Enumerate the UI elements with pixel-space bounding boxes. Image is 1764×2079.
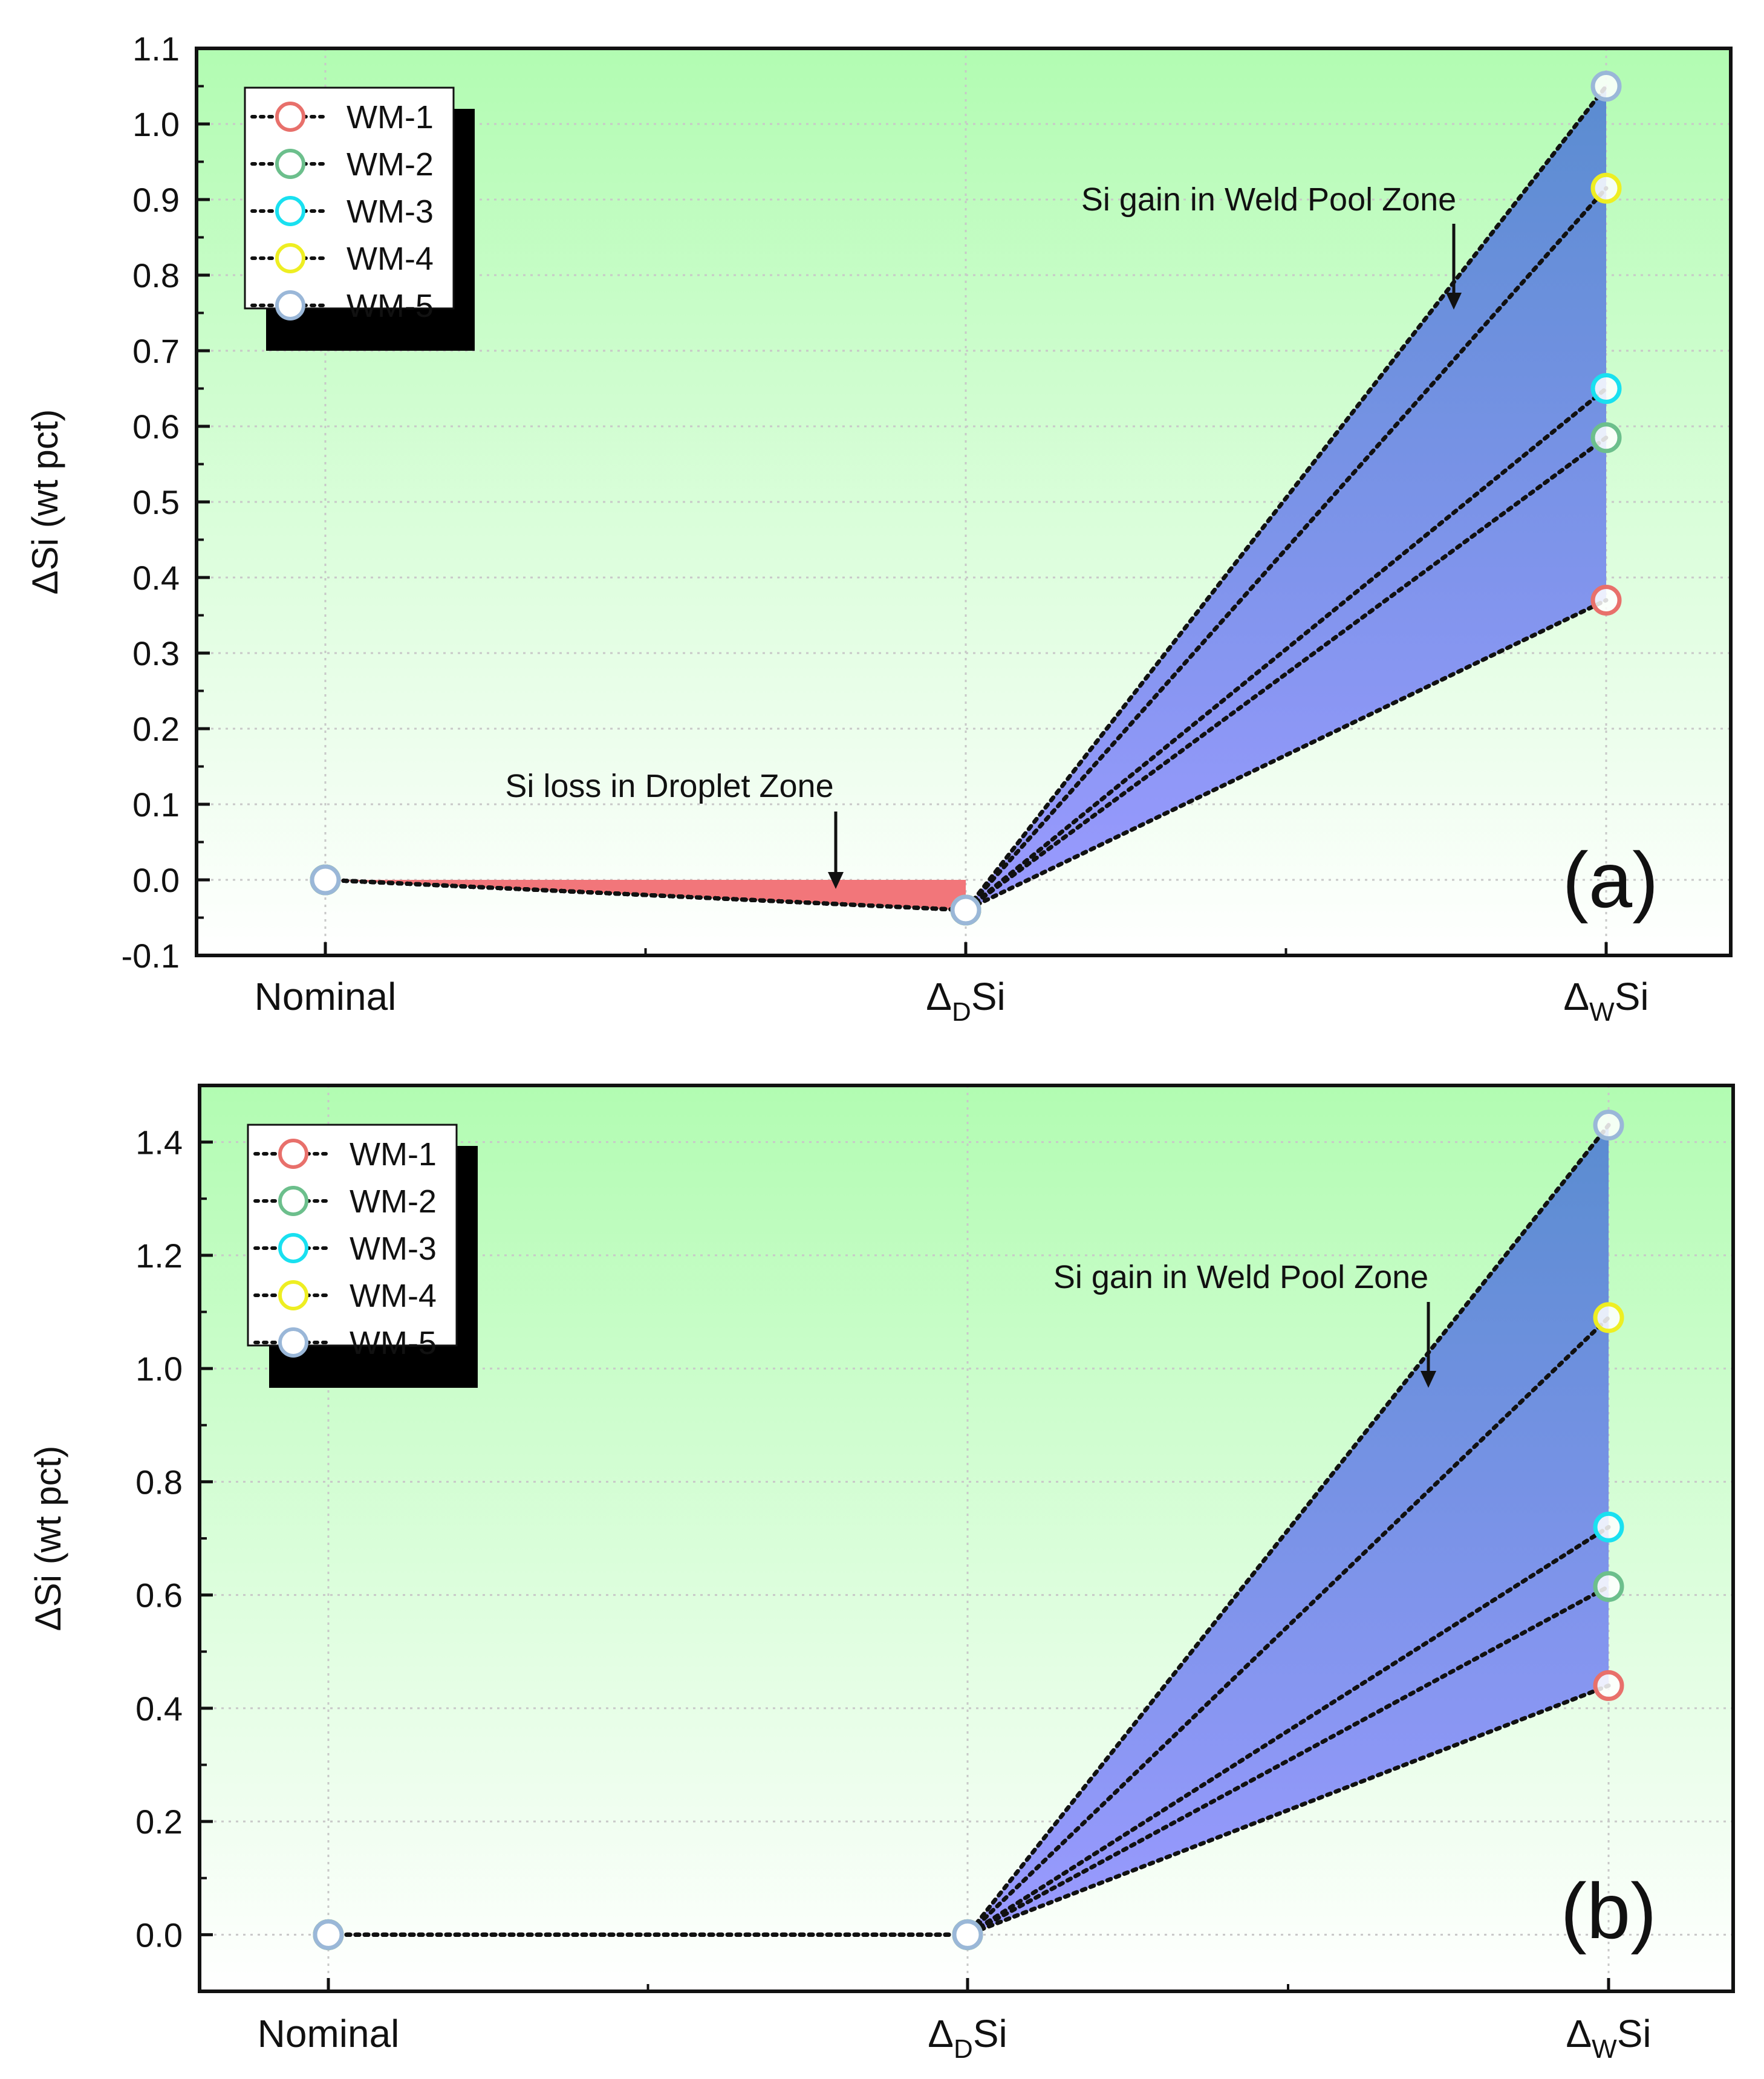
legend-marker-wm-2 [278,1186,308,1216]
legend-label-wm-1: WM-1 [347,99,434,135]
y-tick-label: -0.1 [122,937,180,975]
y-tick-label: 0.3 [132,634,180,672]
y-tick-label: 0.0 [135,1916,183,1954]
y-tick-label: 0.2 [132,710,180,748]
annotation-text: Si gain in Weld Pool Zone [1053,1259,1428,1295]
chart-panel-b: 0.0 0.2 0.4 0.6 0.8 1.0 1.2 1.4 Nominal ΔDSi ΔWSi Δ… [28,1084,1735,2064]
y-axis-title: ΔSi (wt pct) [25,409,65,595]
y-tick-label: 1.4 [135,1124,183,1162]
y-tick-label: 0.9 [132,181,180,219]
legend-marker-wm-1 [275,102,305,132]
legend-label-wm-2: WM-2 [347,146,434,183]
point-wm-1-2 [1590,585,1622,616]
legend-marker-wm-2 [275,149,305,179]
legend-label-wm-1: WM-1 [350,1136,437,1173]
legend-label-wm-3: WM-3 [350,1231,437,1267]
x-category-label: Nominal [255,975,397,1018]
point-wm-4-2 [1590,172,1622,204]
legend-marker-wm-3 [275,196,305,226]
legend-label-wm-4: WM-4 [347,241,434,277]
legend-marker-wm-4 [278,1280,308,1310]
y-tick-label: 1.2 [135,1237,183,1275]
x-category-label: ΔDSi [928,2012,1007,2064]
panel-label: (a) [1563,836,1659,924]
legend: WM-1 WM-2 WM-3 WM-4 WM-5 [244,86,475,351]
point-wm-3-2 [1590,373,1622,404]
series-line-wm-5 [323,84,1609,913]
x-category-label: ΔWSi [1563,975,1648,1027]
legend-marker-wm-1 [278,1139,308,1169]
point-wm-2-2 [1590,422,1622,454]
y-tick-label: 0.8 [135,1463,183,1501]
y-tick-label: 0.6 [135,1576,183,1615]
annotation-text: Si loss in Droplet Zone [505,768,833,804]
point-wm-2-2 [1593,1571,1624,1602]
legend-label-wm-5: WM-5 [350,1325,437,1361]
legend-marker-wm-5 [275,290,305,320]
point-wm-5-1 [950,894,981,926]
y-tick-label: 0.4 [132,559,180,597]
point-wm-3-2 [1593,1511,1624,1543]
y-tick-label: 0.5 [132,483,180,521]
x-category-label: ΔWSi [1566,2012,1651,2064]
x-category-label: ΔDSi [926,975,1005,1027]
annotation-text: Si gain in Weld Pool Zone [1081,181,1456,218]
point-wm-5-0 [310,864,341,896]
point-wm-5-1 [952,1919,983,1950]
y-axis-title: ΔSi (wt pct) [28,1446,68,1632]
y-tick-label: 0.0 [132,861,180,899]
y-tick-label: 0.2 [135,1803,183,1841]
annotation-arrow-head [1446,293,1462,310]
y-tick-label: 1.1 [132,30,180,68]
legend-label-wm-5: WM-5 [347,288,434,324]
legend-label-wm-2: WM-2 [350,1183,437,1220]
legend-marker-wm-4 [275,243,305,273]
y-tick-label: 0.7 [132,332,180,370]
y-tick-label: 1.0 [135,1350,183,1388]
legend-marker-wm-5 [278,1327,308,1358]
y-tick-label: 0.6 [132,408,180,446]
legend-label-wm-3: WM-3 [347,194,434,230]
panel-label: (b) [1561,1867,1657,1955]
point-wm-1-2 [1593,1670,1624,1701]
annotation-arrow-head [1421,1371,1436,1388]
x-category-label: Nominal [258,2012,400,2055]
point-wm-5-0 [313,1919,344,1950]
y-tick-label: 0.4 [135,1690,183,1728]
point-wm-5-2 [1593,1110,1624,1141]
y-tick-label: 0.1 [132,786,180,824]
point-wm-5-2 [1590,71,1622,102]
annotation-arrow-head [828,872,844,889]
legend: WM-1 WM-2 WM-3 WM-4 WM-5 [247,1124,478,1388]
y-tick-label: 1.0 [132,105,180,143]
legend-label-wm-4: WM-4 [350,1278,437,1314]
y-tick-label: 0.8 [132,256,180,294]
chart-panel-a: -0.1 0.0 0.1 0.2 0.3 0.4 0.5 0.6 0.7 0.8 0.9 1.0 1.1… [25,30,1733,1027]
point-wm-4-2 [1593,1302,1624,1333]
legend-marker-wm-3 [278,1233,308,1263]
